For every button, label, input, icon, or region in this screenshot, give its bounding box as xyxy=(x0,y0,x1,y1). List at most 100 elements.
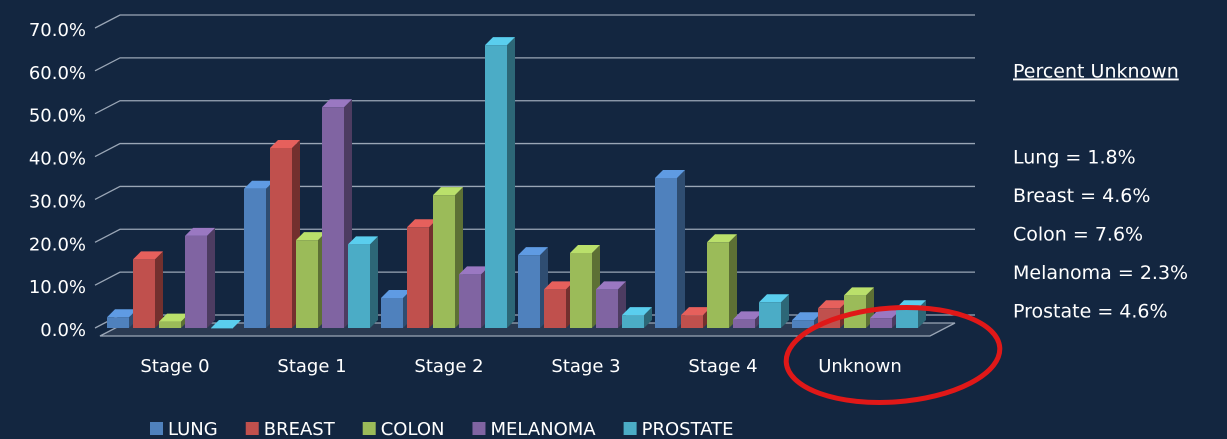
bar xyxy=(211,328,233,329)
bar-top xyxy=(107,309,137,318)
legend-swatch xyxy=(150,422,163,435)
bar xyxy=(518,255,540,328)
bar-top xyxy=(244,180,274,189)
bar-top xyxy=(655,170,685,178)
bar-side xyxy=(507,37,515,329)
bar xyxy=(107,317,129,328)
bar-top xyxy=(622,307,652,316)
grid-line xyxy=(94,14,975,29)
bar-top xyxy=(818,300,848,309)
bar-top xyxy=(707,234,737,243)
x-tick-label: Stage 2 xyxy=(414,356,483,377)
grid-line xyxy=(94,185,975,201)
bar-top xyxy=(211,320,241,328)
legend-swatch xyxy=(623,422,637,435)
bar xyxy=(133,259,155,328)
bar xyxy=(485,45,507,329)
bar-top xyxy=(596,281,626,290)
bar xyxy=(459,274,481,328)
bar-side xyxy=(644,307,652,328)
bar-top xyxy=(518,247,548,256)
bar-top xyxy=(870,310,900,319)
legend-label: PROSTATE xyxy=(642,419,734,439)
bar-top xyxy=(133,251,163,260)
annotation-line: Prostate = 4.6% xyxy=(1013,301,1168,323)
bar-top xyxy=(381,290,411,298)
bar-side xyxy=(677,170,685,328)
y-tick-label: 70.0% xyxy=(29,20,86,41)
legend-swatch xyxy=(362,422,376,435)
bar xyxy=(896,308,918,328)
bar-top xyxy=(485,37,515,46)
bar xyxy=(707,242,729,328)
bar-top xyxy=(185,227,215,236)
bar-top xyxy=(459,266,489,275)
bar-top xyxy=(322,99,352,108)
bar xyxy=(322,107,344,329)
bar xyxy=(296,240,318,328)
bar xyxy=(433,195,455,328)
x-tick-label: Stage 0 xyxy=(140,356,209,377)
legend-label: BREAST xyxy=(264,419,336,439)
grid-line xyxy=(94,57,975,72)
bar-side xyxy=(207,227,215,328)
y-tick-label: 0.0% xyxy=(40,320,86,341)
plot: 0.0% 10.0% 20.0% 30.0% 40.0% 50.0% 60.0% 70.0% S… xyxy=(29,14,1188,439)
grid-line xyxy=(94,142,975,158)
bar-top xyxy=(733,311,763,320)
bar-top xyxy=(681,307,711,316)
bar xyxy=(733,319,755,328)
annotation-line: Lung = 1.8% xyxy=(1013,147,1136,169)
x-tick-label: Unknown xyxy=(818,356,902,377)
bar xyxy=(544,289,566,328)
bar xyxy=(185,235,207,328)
grid-line xyxy=(94,228,975,243)
bar xyxy=(570,253,592,328)
bar xyxy=(792,320,814,328)
bar-top xyxy=(159,313,189,322)
bar-top xyxy=(270,140,300,148)
y-tick-label: 60.0% xyxy=(29,63,86,84)
bar xyxy=(622,315,644,328)
bar xyxy=(596,289,618,328)
bar xyxy=(348,244,370,328)
bar-top xyxy=(348,236,378,245)
legend-swatch xyxy=(472,422,486,435)
annotation-title: Percent Unknown xyxy=(1013,61,1179,83)
bar xyxy=(244,188,266,328)
bar xyxy=(870,318,892,328)
highlight-ellipse xyxy=(783,305,1003,405)
bar-side xyxy=(781,294,789,328)
y-tick-label: 30.0% xyxy=(29,191,86,212)
bar-top xyxy=(407,219,437,228)
bar-top xyxy=(844,287,874,296)
grid-line xyxy=(94,100,975,115)
bar-top xyxy=(792,312,822,321)
bar xyxy=(681,315,703,328)
x-tick-label: Stage 1 xyxy=(277,356,346,377)
bar-top xyxy=(570,245,600,253)
legend-label: LUNG xyxy=(168,419,218,439)
bar-side xyxy=(155,251,163,328)
bar-side xyxy=(729,234,737,328)
y-tick-label: 50.0% xyxy=(29,106,86,127)
annotation-line: Colon = 7.6% xyxy=(1013,224,1143,246)
grid-line xyxy=(94,271,975,286)
x-tick-label: Stage 4 xyxy=(688,356,757,377)
y-tick-label: 40.0% xyxy=(29,149,86,170)
bar-top xyxy=(544,281,574,290)
x-tick-label: Stage 3 xyxy=(551,356,620,377)
bar xyxy=(407,227,429,328)
annotation-line: Melanoma = 2.3% xyxy=(1013,262,1188,284)
y-tick-label: 10.0% xyxy=(29,277,86,298)
bar xyxy=(381,298,403,328)
annotation-line: Breast = 4.6% xyxy=(1013,185,1150,207)
bar xyxy=(159,321,181,328)
bar-top xyxy=(433,187,463,196)
bar xyxy=(270,148,292,328)
y-tick-label: 20.0% xyxy=(29,234,86,255)
bar-side xyxy=(370,236,378,328)
bar-top xyxy=(296,232,326,241)
